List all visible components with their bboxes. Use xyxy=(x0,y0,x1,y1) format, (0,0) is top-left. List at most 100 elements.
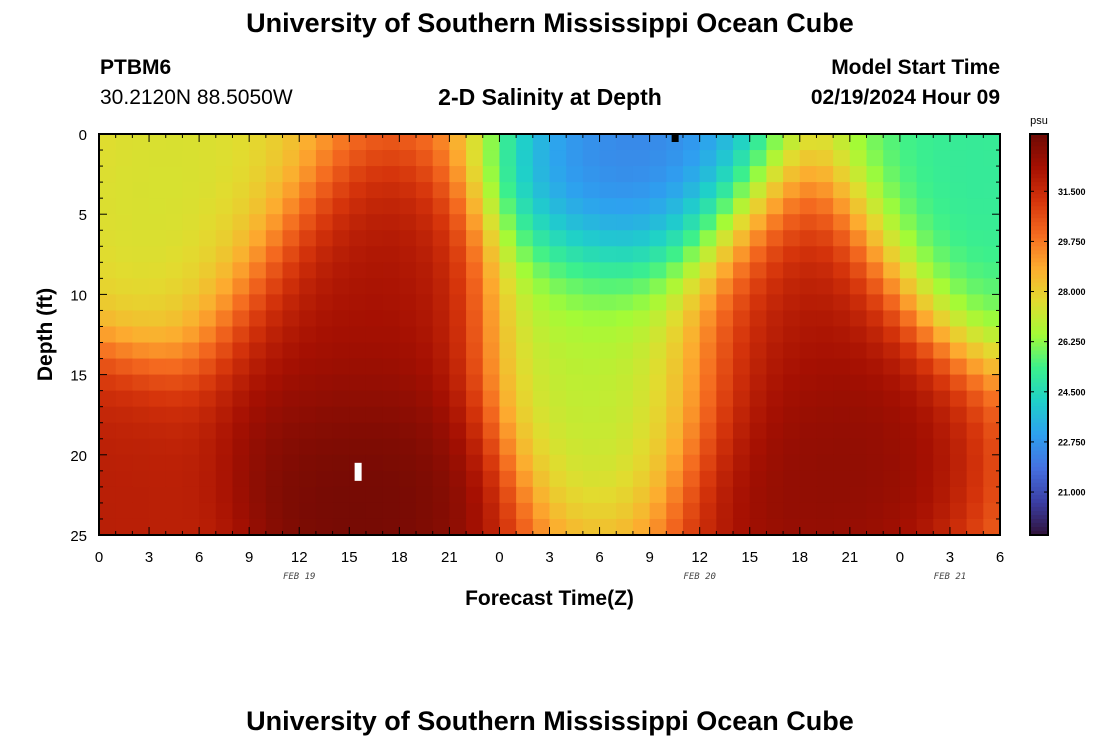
heatmap-cell xyxy=(265,406,284,424)
heatmap-cell xyxy=(699,182,717,199)
heatmap-cell xyxy=(649,134,667,151)
heatmap-cell xyxy=(716,422,734,440)
heatmap-cell xyxy=(582,502,601,520)
heatmap-cell xyxy=(349,278,367,295)
heatmap-cell xyxy=(516,198,534,215)
heatmap-cell xyxy=(749,278,768,295)
heatmap-cell xyxy=(899,230,918,247)
heatmap-cell xyxy=(399,166,417,183)
heatmap-cell xyxy=(749,182,768,199)
heatmap-cell xyxy=(849,358,868,376)
x-tick-label: 0 xyxy=(896,549,904,566)
heatmap-cell xyxy=(549,326,567,344)
heatmap-cell xyxy=(449,246,467,263)
heatmap-cell xyxy=(899,406,918,424)
heatmap-cell xyxy=(983,134,1001,151)
heatmap-cell xyxy=(365,214,384,231)
heatmap-cell xyxy=(315,470,334,488)
heatmap-cell xyxy=(883,262,901,279)
heatmap-cell xyxy=(616,406,634,424)
colorbar-segment xyxy=(1030,478,1048,484)
x-axis-label: Forecast Time(Z) xyxy=(465,587,634,610)
heatmap-cell xyxy=(933,310,951,328)
heatmap-cell xyxy=(833,518,851,536)
heatmap-cell xyxy=(716,278,734,295)
heatmap-cell xyxy=(599,342,617,360)
heatmap-cell xyxy=(532,310,551,328)
heatmap-cell xyxy=(616,390,634,408)
heatmap-cell xyxy=(783,214,801,231)
heatmap-cell xyxy=(332,326,350,344)
heatmap-cell xyxy=(833,406,851,424)
heatmap-cell xyxy=(449,438,467,456)
heatmap-cell xyxy=(332,406,350,424)
heatmap-cell xyxy=(432,438,450,456)
heatmap-cell xyxy=(883,374,901,392)
heatmap-cell xyxy=(482,502,501,520)
heatmap-cell xyxy=(432,230,450,247)
heatmap-cell xyxy=(482,438,501,456)
heatmap-cell xyxy=(833,198,851,215)
heatmap-cell xyxy=(332,166,350,183)
heatmap-cell xyxy=(115,422,133,440)
heatmap-cell xyxy=(649,246,667,263)
heatmap-cell xyxy=(833,422,851,440)
heatmap-cell xyxy=(983,422,1001,440)
heatmap-cell xyxy=(816,342,834,360)
heatmap-cell xyxy=(282,278,300,295)
heatmap-cell xyxy=(115,374,133,392)
heatmap-cell xyxy=(816,422,834,440)
heatmap-cell xyxy=(232,166,250,183)
heatmap-cell xyxy=(482,454,501,472)
heatmap-cell xyxy=(149,134,167,151)
heatmap-cell xyxy=(416,246,434,263)
heatmap-cell xyxy=(349,150,367,167)
heatmap-cell xyxy=(282,502,300,520)
heatmap-cell xyxy=(733,342,751,360)
heatmap-cell xyxy=(716,182,734,199)
heatmap-cell xyxy=(416,454,434,472)
heatmap-cell xyxy=(949,246,968,263)
heatmap-cell xyxy=(699,342,717,360)
heatmap-cell xyxy=(949,502,968,520)
heatmap-cell xyxy=(215,198,234,215)
heatmap-cell xyxy=(315,438,334,456)
heatmap-cell xyxy=(249,326,267,344)
heatmap-cell xyxy=(532,486,551,504)
heatmap-cell xyxy=(966,486,984,504)
heatmap-cell xyxy=(599,390,617,408)
heatmap-cell xyxy=(699,406,717,424)
heatmap-cell xyxy=(833,326,851,344)
heatmap-cell xyxy=(666,454,684,472)
heatmap-cell xyxy=(799,502,818,520)
heatmap-cell xyxy=(632,406,651,424)
colorbar-unit: psu xyxy=(1030,115,1048,127)
heatmap-cell xyxy=(649,454,667,472)
heatmap-cell xyxy=(933,502,951,520)
heatmap-cell xyxy=(699,502,717,520)
heatmap-cell xyxy=(499,470,517,488)
heatmap-cell xyxy=(749,486,768,504)
heatmap-cell xyxy=(516,326,534,344)
heatmap-cell xyxy=(365,166,384,183)
heatmap-cell xyxy=(532,454,551,472)
heatmap-cell xyxy=(232,342,250,360)
heatmap-cell xyxy=(466,518,484,536)
heatmap-cell xyxy=(682,166,701,183)
heatmap-cell xyxy=(382,502,400,520)
heatmap-cell xyxy=(699,294,717,312)
heatmap-cell xyxy=(466,182,484,199)
heatmap-cell xyxy=(99,214,117,231)
colorbar-segment xyxy=(1030,422,1048,428)
heatmap-cell xyxy=(933,182,951,199)
heatmap-cell xyxy=(799,134,818,151)
heatmap-cell xyxy=(332,358,350,376)
heatmap-cell xyxy=(682,326,701,344)
heatmap-cell xyxy=(682,134,701,151)
heatmap-cell xyxy=(132,166,150,183)
heatmap-cell xyxy=(315,278,334,295)
heatmap-cell xyxy=(966,326,984,344)
x-tick-label: 15 xyxy=(341,549,358,566)
heatmap-cell xyxy=(332,262,350,279)
